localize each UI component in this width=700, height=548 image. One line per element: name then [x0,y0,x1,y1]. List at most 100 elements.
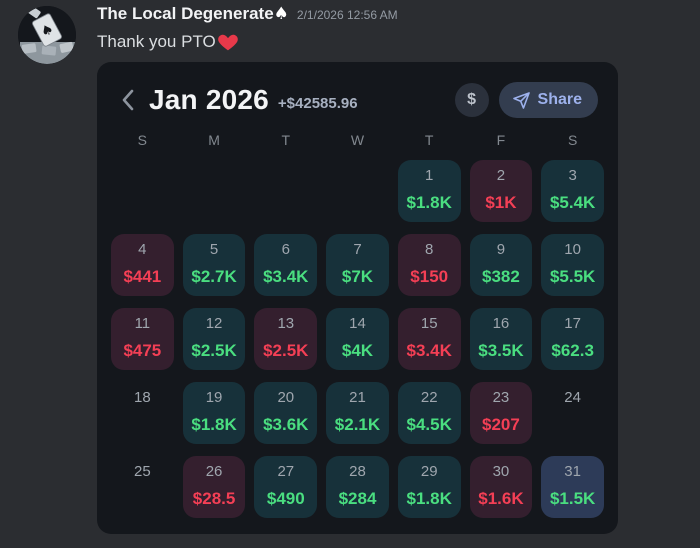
calendar-day-tile[interactable]: 4 $441 [111,234,174,296]
weekday-label: W [350,132,365,148]
calendar-day-tile[interactable]: 26 $28.5 [182,456,246,518]
calendar-day-tile[interactable]: 23 $207 [469,382,533,444]
day-pnl-value: $4.5K [406,415,452,434]
day-number: 12 [205,315,223,332]
day-number: 24 [564,389,581,406]
calendar-grid: 1 $1.8K 2 $1K 3 $5.4K 4 $441 5 $2.7K 6 $3.4K 7 $7K 8 $1… [109,160,606,518]
calendar-day-tile[interactable]: 1 $1.8K [397,160,461,222]
day-number: 19 [205,389,223,406]
currency-toggle-button[interactable]: $ [454,83,489,117]
day-pnl-value: $475 [123,341,162,360]
day-pnl-value: $4K [341,341,374,360]
day-number: 25 [134,463,151,480]
calendar-day-tile[interactable]: 28 $284 [326,456,389,518]
day-number: 18 [134,389,151,406]
calendar-day-tile[interactable]: 2 $1K [469,160,533,222]
weekday-label: M [208,132,220,148]
share-button-label: Share [537,91,582,108]
previous-month-button[interactable] [117,89,139,111]
day-number: 20 [277,389,295,406]
day-pnl-value: $1.6K [478,489,524,508]
day-number: 13 [277,315,295,332]
day-pnl-value: $5.5K [549,267,596,286]
day-pnl-value: $28.5 [192,489,236,508]
day-number: 15 [420,315,438,332]
day-number: 28 [349,463,366,480]
day-number: 23 [492,389,510,406]
day-pnl-value: $3.4K [406,341,452,360]
chevron-left-icon [122,89,134,111]
calendar-day-cell: 18 [111,382,174,444]
pnl-calendar-card: Jan 2026 +$42585.96 $ Share S M T W T F S 1 $1.… [97,62,618,534]
spade-suit-icon: ♠ [273,4,289,24]
calendar-day-tile[interactable]: 21 $2.1K [326,382,389,444]
share-button[interactable]: Share [498,82,598,118]
day-pnl-value: $62.3 [551,341,594,360]
calendar-day-tile[interactable]: 12 $2.5K [182,308,246,370]
calendar-day-tile[interactable]: 3 $5.4K [541,160,604,222]
avatar[interactable]: ♠ [18,6,76,64]
message-text-content: Thank you PTO [97,32,216,51]
calendar-day-tile[interactable]: 16 $3.5K [469,308,533,370]
day-pnl-value: $207 [482,415,520,434]
weekday-label: S [137,132,148,148]
calendar-day-tile[interactable]: 29 $1.8K [397,456,461,518]
day-number: 4 [138,241,147,258]
day-pnl-value: $2.5K [191,341,237,360]
day-number: 10 [564,241,581,258]
day-number: 11 [134,315,151,332]
weekday-label: T [281,132,291,148]
day-pnl-value: $3.5K [478,341,524,360]
calendar-day-tile[interactable]: 19 $1.8K [182,382,246,444]
calendar-header: Jan 2026 +$42585.96 $ Share [109,78,606,118]
day-pnl-value: $441 [123,267,162,286]
calendar-day-tile[interactable]: 31 $1.5K [541,456,604,518]
calendar-day-cell [254,160,317,222]
day-number: 30 [492,463,510,480]
paper-plane-icon [512,91,530,109]
avatar-image: ♠ [18,6,76,64]
calendar-day-tile[interactable]: 9 $382 [469,234,533,296]
day-number: 9 [496,241,506,258]
day-number: 1 [425,167,434,184]
calendar-day-tile[interactable]: 11 $475 [111,308,174,370]
day-pnl-value: $1.8K [191,415,237,434]
day-number: 16 [492,315,510,332]
day-pnl-value: $2.7K [191,267,237,286]
calendar-day-tile[interactable]: 20 $3.6K [254,382,318,444]
calendar-day-tile[interactable]: 17 $62.3 [541,308,604,370]
day-number: 22 [420,389,438,406]
calendar-day-tile[interactable]: 5 $2.7K [182,234,246,296]
username[interactable]: The Local Degenerate♠ [97,4,289,24]
calendar-day-tile[interactable]: 7 $7K [326,234,389,296]
red-heart-emoji [217,31,239,53]
day-number: 14 [349,315,366,332]
calendar-month-title: Jan 2026 [149,84,269,115]
message-text: Thank you PTO [97,31,687,53]
day-pnl-value: $150 [410,267,449,286]
calendar-day-tile[interactable]: 10 $5.5K [541,234,604,296]
calendar-day-tile[interactable]: 15 $3.4K [397,308,461,370]
calendar-day-cell: 24 [541,382,604,444]
calendar-day-tile[interactable]: 8 $150 [397,234,461,296]
calendar-day-tile[interactable]: 30 $1.6K [469,456,533,518]
calendar-day-cell [326,160,389,222]
day-pnl-value: $7K [341,267,374,286]
day-number: 17 [564,315,581,332]
day-number: 6 [281,241,290,258]
calendar-day-tile[interactable]: 22 $4.5K [397,382,461,444]
day-pnl-value: $382 [482,267,520,286]
day-pnl-value: $1.5K [549,489,596,508]
calendar-day-tile[interactable]: 6 $3.4K [254,234,318,296]
day-pnl-value: $2.1K [334,415,381,434]
timestamp: 2/1/2026 12:56 AM [296,8,398,22]
calendar-day-tile[interactable]: 13 $2.5K [254,308,318,370]
calendar-day-tile[interactable]: 14 $4K [326,308,389,370]
day-pnl-value: $284 [338,489,377,508]
day-pnl-value: $5.4K [549,193,596,212]
day-number: 21 [349,389,366,406]
day-number: 31 [564,463,581,480]
day-pnl-value: $1.8K [406,489,452,508]
calendar-day-tile[interactable]: 27 $490 [254,456,318,518]
